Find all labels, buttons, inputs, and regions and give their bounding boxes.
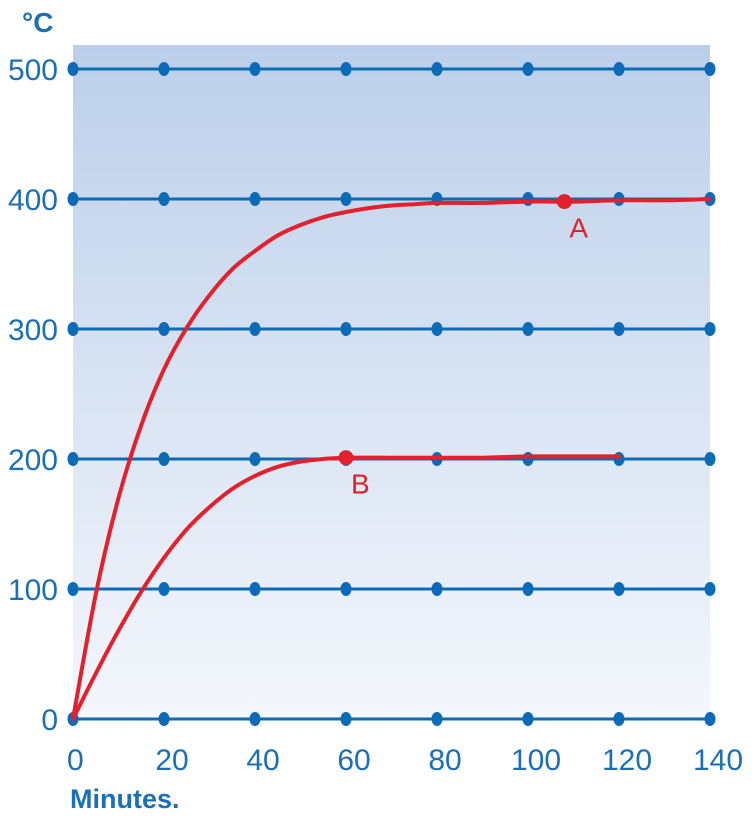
grid-dot-100-100 — [522, 582, 534, 596]
series — [71, 197, 712, 721]
grid-dot-140-300 — [704, 322, 716, 336]
grid-dot-100-400 — [522, 192, 534, 206]
grid-dot-40-200 — [249, 452, 261, 466]
grid-dot-0-500 — [67, 62, 79, 76]
grid-dot-20-100 — [158, 582, 170, 596]
y-tick-label-100: 100 — [8, 574, 58, 607]
grid-dot-80-300 — [431, 322, 443, 336]
grid-dot-0-400 — [67, 192, 79, 206]
grid-dot-20-400 — [158, 192, 170, 206]
grid-dot-140-100 — [704, 582, 716, 596]
grid-dot-60-0 — [340, 712, 352, 726]
grid-dot-80-0 — [431, 712, 443, 726]
x-axis-label: Minutes. — [70, 784, 180, 814]
series-line-1 — [71, 197, 712, 721]
grid-dot-120-200 — [613, 452, 625, 466]
grid-dot-120-0 — [613, 712, 625, 726]
grid-dot-100-0 — [522, 712, 534, 726]
tick-labels: 0 100 200 300 400 500 0 20 40 60 80 100 120 140 — [8, 54, 743, 777]
grid-dot-0-200 — [67, 452, 79, 466]
grid-dot-40-400 — [249, 192, 261, 206]
grid-dot-80-500 — [431, 62, 443, 76]
grid-dot-100-500 — [522, 62, 534, 76]
grid-dot-20-300 — [158, 322, 170, 336]
grid-dot-60-300 — [340, 322, 352, 336]
grid-dot-20-0 — [158, 712, 170, 726]
plot-background — [73, 45, 710, 719]
grid-dot-60-400 — [340, 192, 352, 206]
grid-dot-60-100 — [340, 582, 352, 596]
grid-dot-100-200 — [522, 452, 534, 466]
y-tick-label-200: 200 — [8, 444, 58, 477]
x-tick-label-140: 140 — [693, 744, 743, 777]
marker-label-a: A — [569, 213, 588, 244]
x-tick-label-20: 20 — [155, 744, 188, 777]
x-tick-label-120: 120 — [602, 744, 652, 777]
x-tick-label-80: 80 — [428, 744, 461, 777]
grid-dot-120-500 — [613, 62, 625, 76]
grid-dot-40-100 — [249, 582, 261, 596]
grid-dot-0-300 — [67, 322, 79, 336]
marker-label-b: B — [351, 469, 370, 500]
x-tick-label-40: 40 — [246, 744, 279, 777]
series-line-2 — [71, 454, 621, 721]
y-tick-label-400: 400 — [8, 184, 58, 217]
x-tick-label-60: 60 — [337, 744, 370, 777]
grid-dot-140-0 — [704, 712, 716, 726]
marker-point-a — [556, 194, 572, 210]
y-tick-label-0: 0 — [41, 704, 58, 737]
y-tick-label-300: 300 — [8, 314, 58, 347]
markers: AB — [338, 194, 588, 500]
grid-dot-60-500 — [340, 62, 352, 76]
y-tick-label-500: 500 — [8, 54, 58, 87]
grid-dot-100-300 — [522, 322, 534, 336]
marker-point-b — [338, 450, 354, 466]
grid-dot-20-500 — [158, 62, 170, 76]
y-axis-unit-label: °C — [22, 7, 53, 38]
grid-dot-140-200 — [704, 452, 716, 466]
grid-dot-40-0 — [249, 712, 261, 726]
grid-dot-140-500 — [704, 62, 716, 76]
grid-dot-0-100 — [67, 582, 79, 596]
x-tick-label-100: 100 — [511, 744, 561, 777]
grid-dot-20-200 — [158, 452, 170, 466]
grid-dot-80-100 — [431, 582, 443, 596]
grid-dot-40-500 — [249, 62, 261, 76]
grid-dot-120-100 — [613, 582, 625, 596]
x-tick-label-0: 0 — [67, 744, 84, 777]
grid-dot-40-300 — [249, 322, 261, 336]
grid-dot-120-300 — [613, 322, 625, 336]
